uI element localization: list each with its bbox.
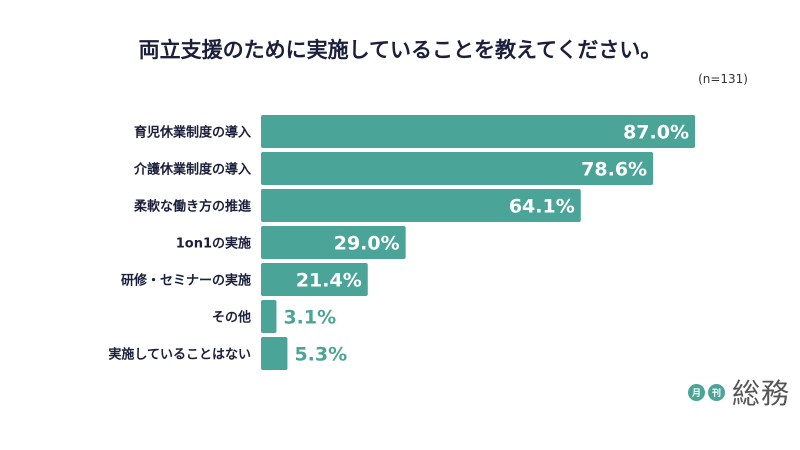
value-label: 78.6% [581, 159, 647, 181]
value-label: 29.0% [334, 233, 400, 255]
logo: 月 刊 総務 [688, 372, 790, 412]
category-label: 研修・セミナーの実施 [121, 273, 251, 289]
category-label: 実施していることはない [108, 347, 251, 363]
category-label: その他 [212, 310, 251, 326]
bar [261, 226, 406, 259]
category-label: 育児休業制度の導入 [134, 125, 251, 141]
value-label: 87.0% [623, 122, 689, 144]
bar [261, 189, 581, 222]
chart-title: 両立支援のために実施していることを教えてください。 [138, 38, 662, 62]
bar [261, 263, 368, 296]
sample-size-note: (n=131) [698, 72, 748, 86]
value-label: 64.1% [509, 196, 575, 218]
category-label: 柔軟な働き方の推進 [133, 199, 251, 215]
value-label: 5.3% [294, 344, 347, 366]
category-label: 1on1の実施 [176, 236, 251, 252]
logo-badge-2: 刊 [708, 383, 725, 401]
logo-text: 総務 [732, 377, 791, 410]
bar [261, 115, 695, 148]
bar [261, 152, 654, 185]
category-label: 介護休業制度の導入 [133, 162, 251, 178]
bar [261, 300, 277, 333]
value-label: 21.4% [296, 270, 362, 292]
bar [261, 337, 288, 370]
value-label: 3.1% [283, 307, 336, 329]
logo-badge-1: 月 [688, 383, 705, 401]
